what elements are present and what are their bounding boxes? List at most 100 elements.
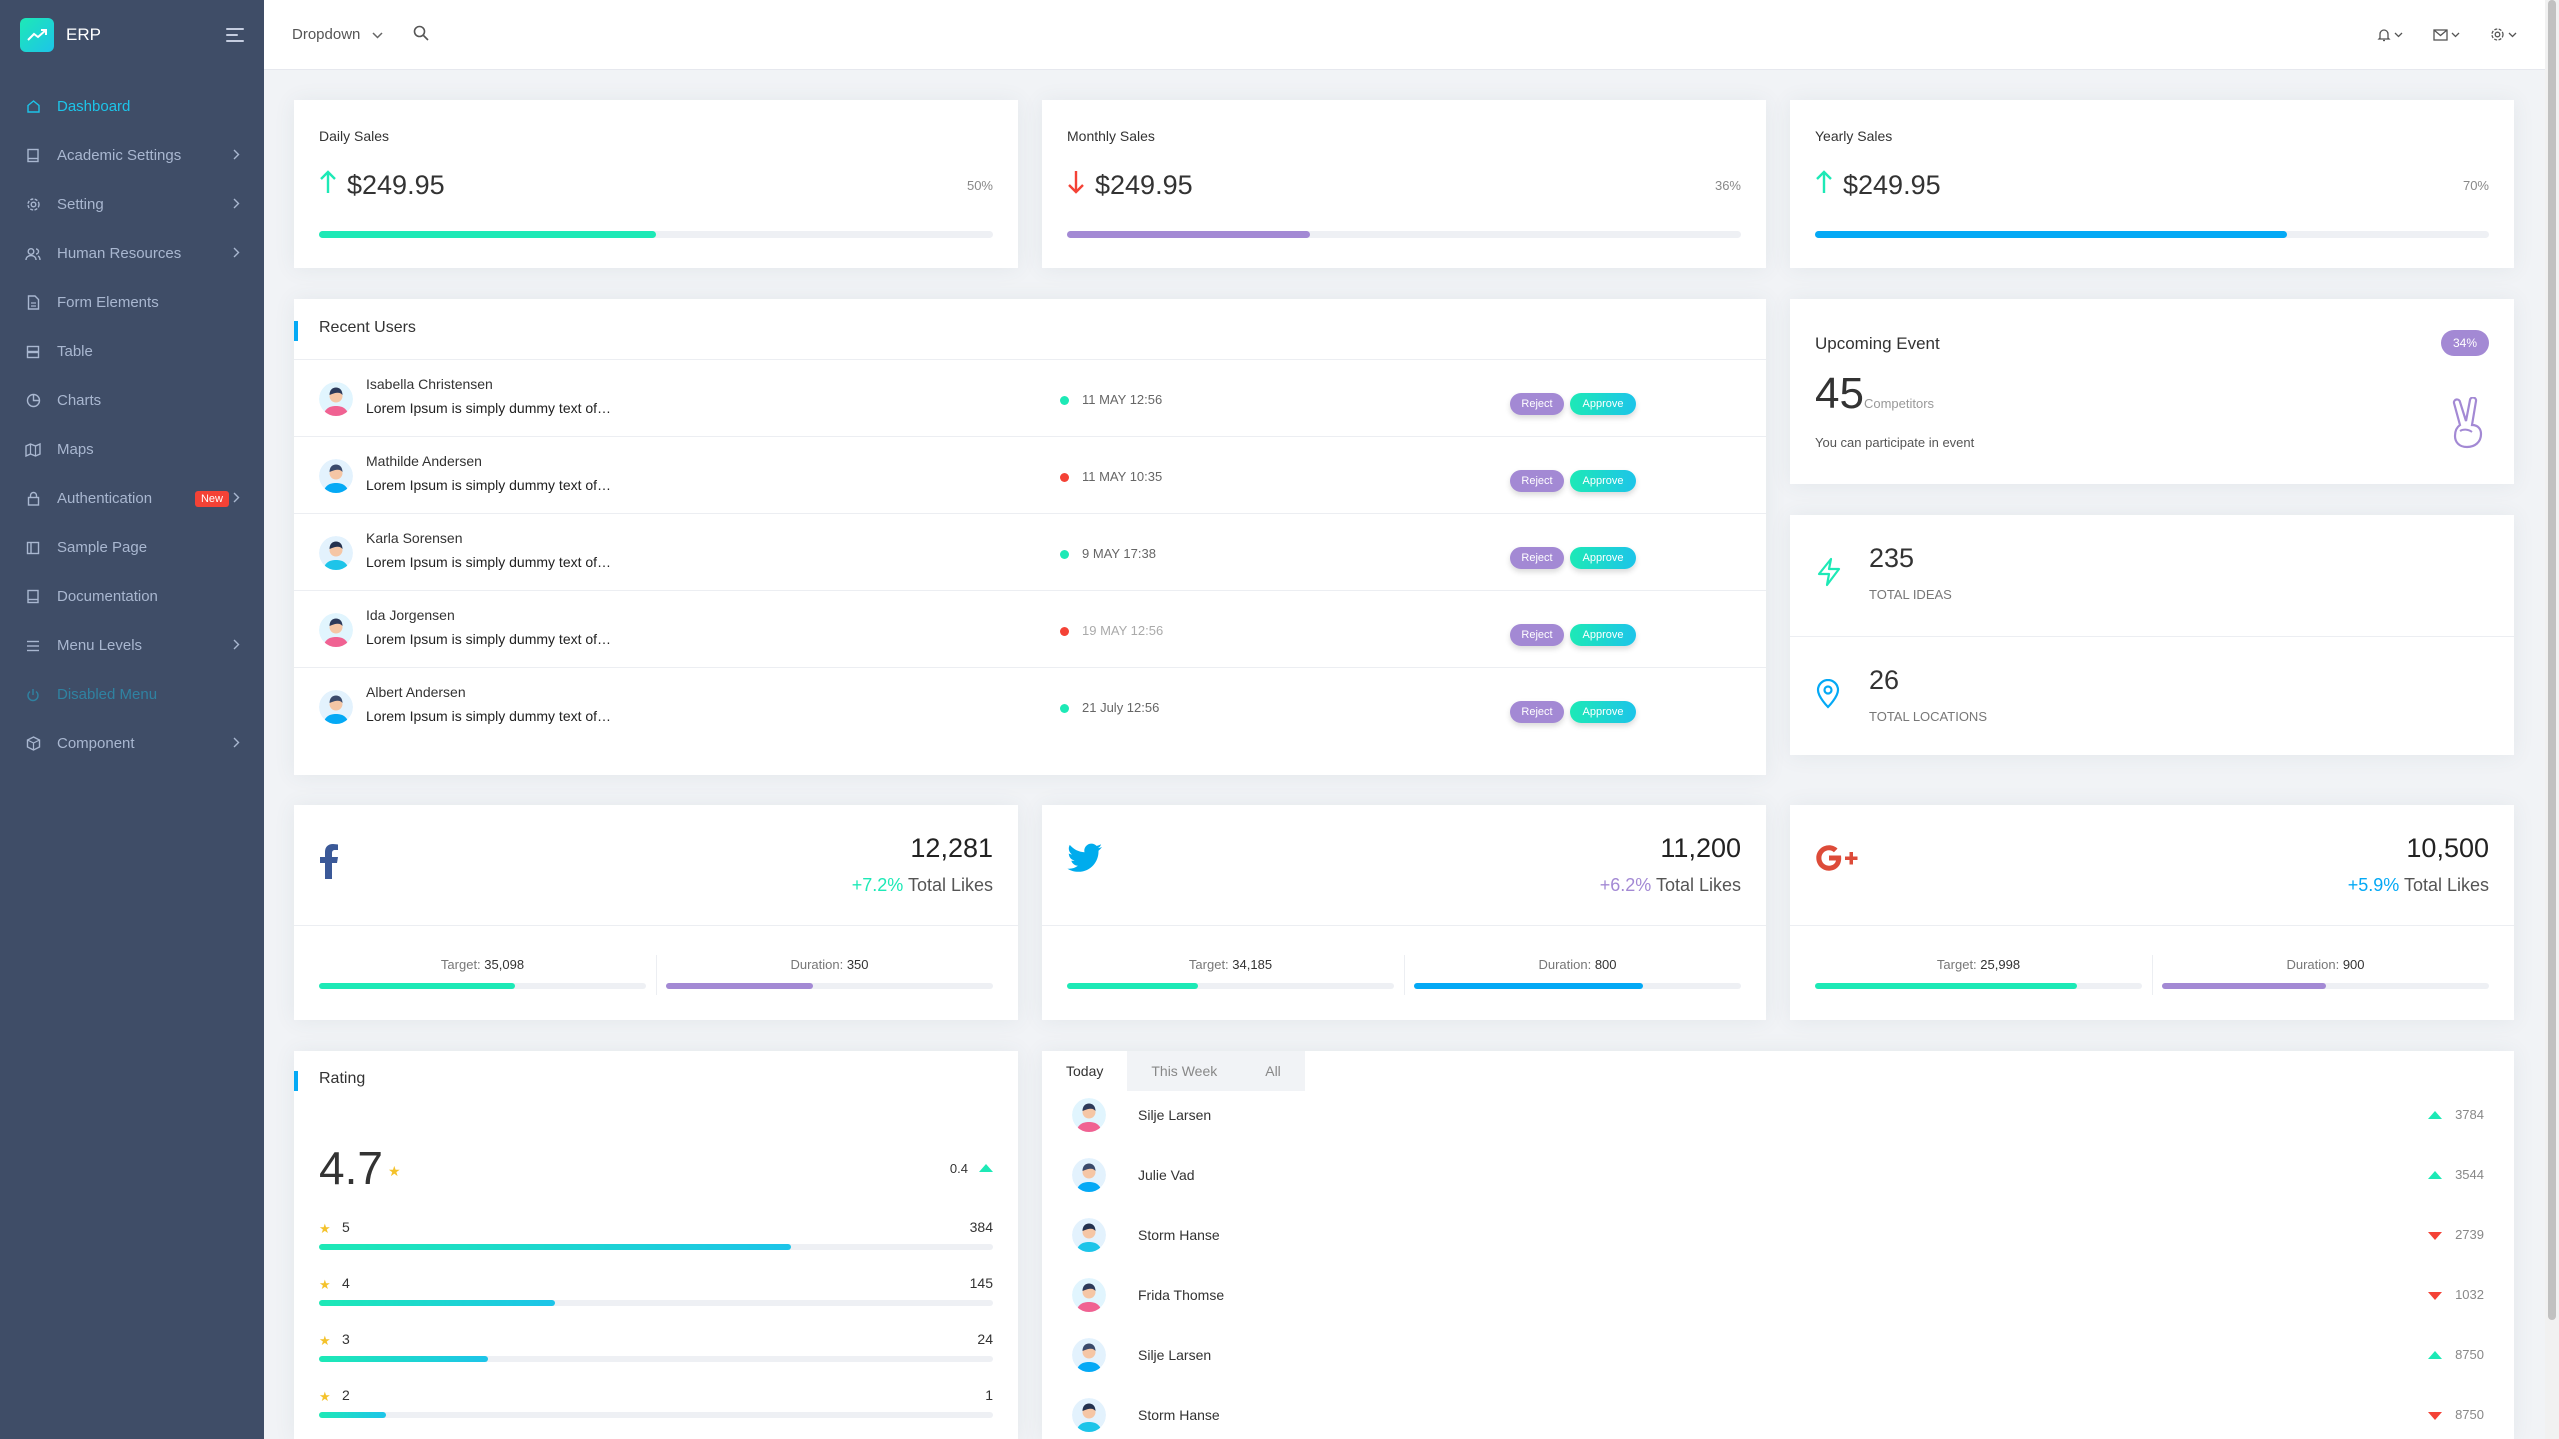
reject-button[interactable]: Reject [1510, 701, 1564, 723]
sidebar-item-dashboard[interactable]: Dashboard [0, 82, 264, 131]
sales-amount: $249.95 [319, 170, 445, 201]
header-dropdown[interactable]: Dropdown [292, 26, 383, 43]
table-row: Karla Sorensen Lorem Ipsum is simply dumm… [294, 513, 1766, 589]
rating-progress-track [319, 1300, 993, 1306]
leaderboard-tabs: Today This Week All [1042, 1051, 1305, 1091]
rating-progress-fill [319, 1356, 488, 1362]
leaderboard-name: Storm Hanse [1138, 1227, 1220, 1243]
user-name: Mathilde Andersen [366, 453, 482, 469]
tab-all[interactable]: All [1265, 1063, 1281, 1079]
sidebar-item-table[interactable]: Table [0, 327, 264, 376]
sidebar-item-maps[interactable]: Maps [0, 425, 264, 474]
tab-this-week[interactable]: This Week [1151, 1063, 1218, 1079]
sidebar-item-authentication[interactable]: Authentication New [0, 474, 264, 523]
gear-icon [24, 196, 42, 214]
sales-progress-fill [319, 231, 656, 238]
rating-stars: 2 [342, 1387, 350, 1403]
list-item: Storm Hanse 8750 [1042, 1385, 2514, 1439]
approve-button[interactable]: Approve [1570, 547, 1636, 569]
sidebar-item-component[interactable]: Component [0, 719, 264, 768]
star-icon: ★ [319, 1389, 331, 1404]
search-icon[interactable] [413, 25, 429, 45]
sidebar-item-label: Table [57, 343, 93, 360]
reject-button[interactable]: Reject [1510, 393, 1564, 415]
approve-button[interactable]: Approve [1570, 701, 1636, 723]
bell-icon[interactable] [2377, 28, 2403, 42]
sidebar-item-form-elements[interactable]: Form Elements [0, 278, 264, 327]
divider [656, 955, 657, 995]
sidebar-item-documentation[interactable]: Documentation [0, 572, 264, 621]
recent-users-title: Recent Users [319, 319, 416, 336]
sales-percent: 70% [2462, 178, 2489, 193]
list-item: Silje Larsen 3784 [1042, 1085, 2514, 1145]
sales-title: Daily Sales [319, 128, 390, 144]
menu-icon [24, 637, 42, 655]
new-badge: New [194, 490, 229, 507]
lock-icon [24, 490, 42, 508]
settings-icon[interactable] [2490, 27, 2517, 42]
menu-toggle-icon[interactable] [226, 28, 244, 42]
page-scrollbar[interactable] [2545, 0, 2559, 1439]
sidebar-item-menu-levels[interactable]: Menu Levels [0, 621, 264, 670]
trend-down-icon [2428, 1412, 2442, 1420]
sidebar-item-disabled-menu[interactable]: Disabled Menu [0, 670, 264, 719]
target-label: Target: [1936, 957, 1977, 972]
sidebar-item-human-resources[interactable]: Human Resources [0, 229, 264, 278]
duration-progress-track [1414, 983, 1741, 989]
sales-amount: $249.95 [1815, 170, 1941, 201]
rating-row: ★ 2 1 [294, 1387, 1018, 1437]
sidebar-item-setting[interactable]: Setting [0, 180, 264, 229]
leaderboard-value: 3784 [2455, 1107, 2484, 1122]
chevron-right-icon [233, 196, 240, 214]
sales-card-monthly-sales: Monthly Sales $249.95 36% [1042, 100, 1766, 268]
reject-button[interactable]: Reject [1510, 470, 1564, 492]
leaderboard-value: 8750 [2455, 1407, 2484, 1422]
sales-percent: 36% [1714, 178, 1741, 193]
duration-progress-fill [2162, 983, 2326, 989]
avatar [319, 536, 353, 570]
table-row: Mathilde Andersen Lorem Ipsum is simply d… [294, 436, 1766, 512]
scrollbar-thumb[interactable] [2548, 0, 2556, 1320]
sidebar-item-label: Documentation [57, 588, 158, 605]
social-card-twitter: 11,200 +6.2% Total Likes Target: 34,185 Dur… [1042, 805, 1766, 1020]
sidebar-item-academic-settings[interactable]: Academic Settings [0, 131, 264, 180]
rating-count: 1 [985, 1387, 993, 1403]
social-duration: Duration: 900 [2162, 957, 2489, 972]
leaderboard-name: Frida Thomse [1138, 1287, 1225, 1303]
rating-progress-fill [319, 1300, 555, 1306]
target-progress-fill [319, 983, 516, 989]
upcoming-badge: 34% [2440, 330, 2489, 356]
mail-icon[interactable] [2433, 28, 2460, 41]
approve-button[interactable]: Approve [1570, 393, 1636, 415]
user-name: Albert Andersen [366, 684, 466, 700]
social-likes: +6.2% Total Likes [1600, 875, 1741, 896]
avatar [1072, 1398, 1106, 1432]
approve-button[interactable]: Approve [1570, 470, 1636, 492]
status-dot [1060, 550, 1069, 559]
social-change: +7.2% [851, 875, 904, 895]
user-description: Lorem Ipsum is simply dummy text of… [366, 708, 612, 724]
sidebar-item-sample-page[interactable]: Sample Page [0, 523, 264, 572]
approve-button[interactable]: Approve [1570, 624, 1636, 646]
social-likes: +5.9% Total Likes [2348, 875, 2489, 896]
user-description: Lorem Ipsum is simply dummy text of… [366, 631, 612, 647]
tab-today[interactable]: Today [1042, 1051, 1128, 1091]
reject-button[interactable]: Reject [1510, 547, 1564, 569]
rating-progress-track [319, 1356, 993, 1362]
list-item: Storm Hanse 2739 [1042, 1205, 2514, 1265]
reject-button[interactable]: Reject [1510, 624, 1564, 646]
sales-title: Monthly Sales [1067, 128, 1155, 144]
book-icon [24, 147, 42, 165]
status-dot [1060, 473, 1069, 482]
sidebar-item-charts[interactable]: Charts [0, 376, 264, 425]
social-target: Target: 34,185 [1067, 957, 1394, 972]
home-icon [24, 98, 42, 116]
social-card-google-plus: 10,500 +5.9% Total Likes Target: 25,998 Dur… [1790, 805, 2514, 1020]
sales-amount-value: $249.95 [347, 170, 445, 200]
rating-score: 4.7 [319, 1142, 383, 1194]
trending-up-icon[interactable] [20, 18, 54, 52]
power-icon [24, 686, 42, 704]
user-time: 11 MAY 10:35 [1082, 469, 1163, 484]
user-time: 19 MAY 12:56 [1082, 623, 1164, 638]
stat-row-total-locations: 26 TOTAL LOCATIONS [1790, 636, 2514, 756]
